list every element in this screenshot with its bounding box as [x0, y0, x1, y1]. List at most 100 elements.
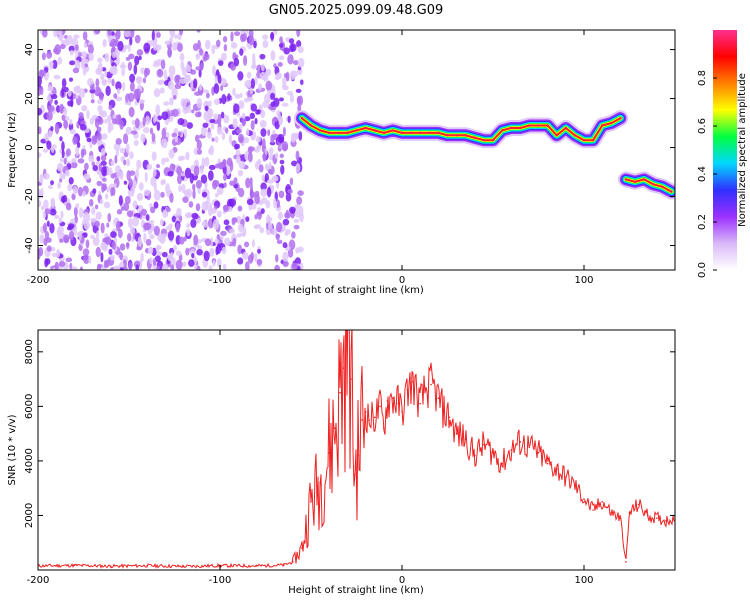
noise-speckle — [61, 86, 65, 98]
noise-speckle — [97, 57, 103, 63]
noise-speckle — [143, 233, 147, 243]
ridge-point — [510, 126, 513, 130]
noise-speckle — [47, 86, 54, 92]
noise-speckle — [266, 186, 272, 198]
noise-speckle — [72, 186, 78, 196]
y-tick-label: -40 — [24, 237, 35, 253]
ridge-point — [651, 183, 655, 186]
noise-speckle — [260, 188, 268, 197]
noise-speckle — [282, 260, 289, 267]
snr-point — [501, 462, 503, 465]
noise-speckle — [43, 148, 49, 153]
noise-speckle — [130, 186, 136, 194]
noise-speckle — [186, 223, 191, 229]
noise-speckle — [156, 121, 161, 132]
noise-speckle — [122, 81, 126, 92]
noise-speckle — [295, 150, 300, 161]
noise-speckle — [116, 208, 123, 215]
noise-speckle — [133, 64, 138, 75]
noise-speckle — [138, 99, 145, 104]
noise-speckle — [272, 175, 279, 182]
noise-speckle — [105, 167, 113, 176]
noise-speckle — [78, 230, 82, 241]
noise-speckle — [142, 126, 150, 134]
noise-speckle — [109, 66, 116, 74]
noise-speckle — [250, 103, 258, 112]
noise-speckle — [112, 114, 117, 119]
noise-speckle — [255, 136, 261, 143]
noise-speckle — [184, 98, 190, 103]
noise-speckle — [200, 174, 208, 184]
snr-point — [628, 511, 631, 514]
noise-speckle — [117, 40, 124, 52]
noise-speckle — [115, 30, 121, 40]
ridge-point — [670, 190, 673, 193]
noise-speckle — [68, 230, 75, 241]
noise-speckle — [204, 156, 210, 167]
noise-speckle — [120, 206, 125, 211]
noise-speckle — [186, 122, 194, 129]
noise-speckle — [84, 63, 89, 68]
noise-speckle — [236, 128, 242, 134]
noise-speckle — [275, 233, 281, 239]
noise-speckle — [204, 105, 209, 112]
ridge-point — [355, 129, 358, 132]
noise-speckle — [196, 245, 203, 250]
colorbar-label: Normalized spectral amplitude — [737, 73, 748, 227]
noise-speckle — [82, 31, 88, 41]
noise-speckle — [211, 137, 215, 142]
noise-speckle — [101, 177, 107, 182]
noise-speckle — [100, 252, 104, 263]
noise-speckle — [244, 80, 252, 89]
noise-speckle — [129, 225, 136, 235]
noise-speckle — [191, 212, 199, 220]
ridge-point — [337, 131, 340, 135]
ridge-point — [537, 124, 540, 127]
noise-speckle — [246, 128, 250, 136]
noise-speckle — [102, 38, 107, 48]
noise-speckle — [104, 70, 108, 77]
noise-speckle — [42, 30, 48, 38]
noise-speckle — [245, 216, 250, 223]
noise-speckle — [168, 65, 176, 77]
noise-speckle — [209, 247, 215, 257]
ridge-point — [300, 116, 304, 120]
snr-point — [583, 498, 585, 500]
noise-speckle — [159, 218, 164, 226]
noise-speckle — [238, 133, 244, 144]
noise-speckle — [109, 42, 115, 47]
noise-speckle — [142, 116, 146, 127]
noise-speckle — [123, 202, 130, 212]
noise-speckle — [282, 242, 288, 249]
noise-speckle — [260, 182, 267, 191]
noise-speckle — [297, 104, 302, 112]
noise-speckle — [185, 212, 191, 219]
noise-speckle — [151, 132, 156, 143]
noise-speckle — [46, 95, 52, 101]
noise-speckle — [260, 197, 268, 204]
noise-speckle — [129, 73, 136, 83]
noise-speckle — [90, 84, 95, 91]
noise-speckle — [214, 136, 219, 143]
noise-speckle — [221, 132, 226, 141]
noise-speckle — [232, 118, 238, 130]
noise-speckle — [203, 89, 209, 94]
noise-speckle — [88, 155, 95, 163]
noise-speckle — [191, 109, 195, 114]
noise-speckle — [213, 113, 219, 121]
noise-speckle — [49, 208, 57, 216]
noise-speckle — [125, 56, 131, 61]
noise-speckle — [297, 190, 304, 196]
noise-speckle — [190, 79, 194, 90]
noise-speckle — [179, 30, 184, 36]
noise-speckle — [127, 233, 132, 242]
noise-speckle — [145, 238, 152, 246]
noise-speckle — [203, 53, 210, 61]
noise-speckle — [60, 43, 66, 50]
noise-speckle — [213, 180, 220, 187]
noise-speckle — [110, 160, 115, 167]
ridge-point — [519, 126, 522, 130]
noise-speckle — [171, 215, 177, 223]
noise-speckle — [131, 119, 136, 125]
noise-speckle — [136, 159, 142, 170]
